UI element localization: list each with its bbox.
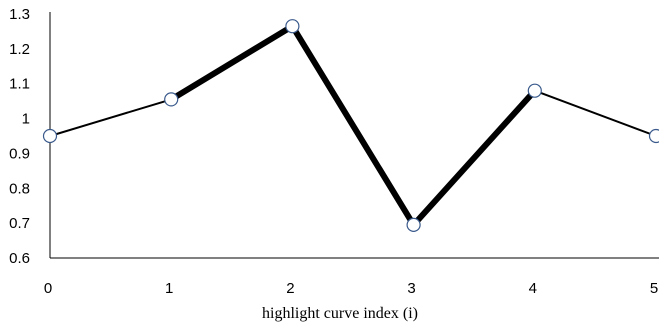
x-tick-label: 2 bbox=[286, 280, 294, 297]
data-point bbox=[406, 217, 421, 232]
x-tick-label: 1 bbox=[165, 280, 173, 297]
x-axis-title: highlight curve index (i) bbox=[262, 305, 418, 322]
series-line bbox=[49, 23, 657, 228]
y-tick-label: 1.1 bbox=[9, 76, 30, 93]
line-segment bbox=[168, 23, 296, 103]
y-tick-label: 0.8 bbox=[9, 180, 30, 197]
line-segment bbox=[410, 87, 538, 228]
series-markers bbox=[42, 19, 659, 232]
y-tick-label: 0.9 bbox=[9, 145, 30, 162]
line-segment bbox=[533, 89, 657, 137]
y-tick-label: 0.6 bbox=[9, 250, 30, 267]
x-tick-label: 5 bbox=[650, 280, 658, 297]
x-tick-label: 4 bbox=[529, 280, 537, 297]
x-tick-labels: 0 1 2 3 4 5 bbox=[44, 280, 658, 297]
data-point bbox=[42, 128, 58, 144]
data-point bbox=[648, 128, 659, 144]
x-tick-label: 0 bbox=[44, 280, 52, 297]
y-tick-label: 0.7 bbox=[9, 215, 30, 232]
line-segment bbox=[289, 23, 417, 228]
y-tick-label: 1.2 bbox=[9, 41, 30, 58]
y-tick-labels: 0.6 0.7 0.8 0.9 1 1.1 1.2 1.3 bbox=[9, 6, 30, 267]
data-point bbox=[164, 92, 179, 107]
axes bbox=[49, 12, 659, 259]
x-tick-label: 3 bbox=[407, 280, 415, 297]
y-tick-label: 1.3 bbox=[9, 6, 30, 23]
data-point bbox=[527, 83, 542, 98]
data-point bbox=[285, 19, 300, 34]
line-segment bbox=[49, 98, 173, 137]
y-tick-label: 1 bbox=[22, 111, 30, 128]
